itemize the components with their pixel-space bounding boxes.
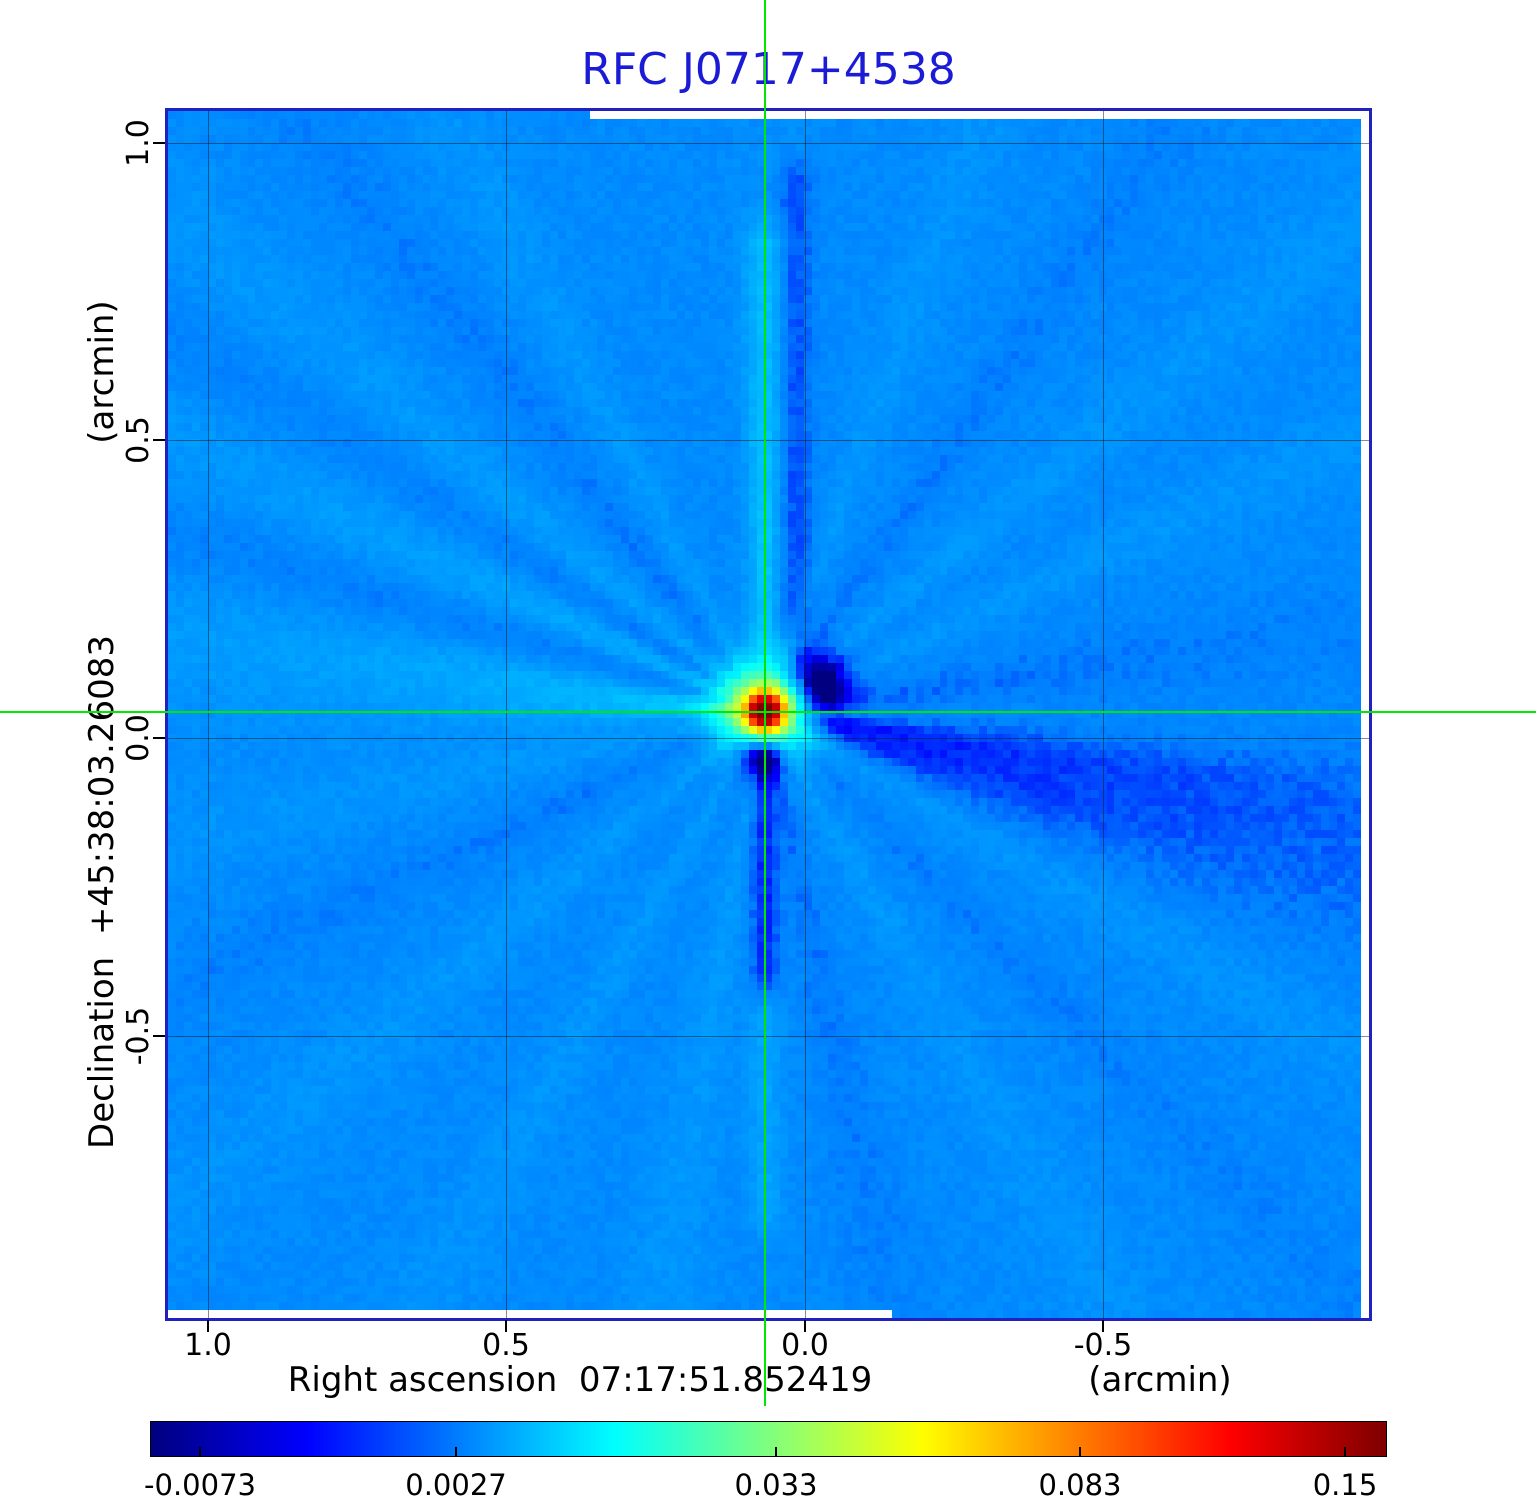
grid-line-vertical [208,111,209,1318]
y-tick-label: -0.5 [121,1006,156,1066]
x-axis-unit-label: (arcmin) [1088,1360,1232,1400]
y-tick-label: 1.0 [121,119,156,167]
grid-line-vertical [805,111,806,1318]
y-axis-label: Declination +45:38:03.26083 [82,635,122,1149]
colorbar-tick [1344,1447,1346,1456]
intensity-map-canvas[interactable] [168,111,1369,1318]
colorbar-tick [199,1447,201,1456]
y-axis-unit-label: (arcmin) [82,300,122,444]
colorbar-tick [1079,1447,1081,1456]
colorbar-tick-label: 0.15 [1312,1468,1378,1502]
x-axis-tick [505,1320,507,1332]
grid-line-vertical [1103,111,1104,1318]
y-axis-tick [153,142,165,144]
y-axis-tick [153,439,165,441]
x-axis-label: Right ascension 07:17:51.852419 [287,1360,873,1400]
x-tick-label: 1.0 [184,1328,232,1363]
colorbar [150,1421,1387,1457]
y-tick-label: 0.0 [121,714,156,762]
colorbar-canvas [151,1422,1386,1456]
crosshair-vertical-line [764,0,766,1406]
x-axis-tick [207,1320,209,1332]
y-axis-tick [153,1035,165,1037]
colorbar-tick-label: 0.083 [1038,1468,1122,1502]
crosshair-horizontal-line [0,711,1536,713]
y-tick-label: 0.5 [121,416,156,464]
grid-line-horizontal [168,1036,1369,1037]
y-axis-tick [153,737,165,739]
colorbar-tick-label: -0.0073 [144,1468,256,1502]
x-axis-tick [1102,1320,1104,1332]
grid-line-vertical [506,111,507,1318]
x-tick-label: -0.5 [1073,1328,1133,1363]
x-tick-label: 0.5 [482,1328,530,1363]
x-tick-label: 0.0 [781,1328,829,1363]
colorbar-tick [455,1447,457,1456]
map-panel [165,108,1372,1321]
plot-title: RFC J0717+4538 [581,44,956,95]
x-axis-tick [804,1320,806,1332]
colorbar-tick-label: 0.033 [734,1468,818,1502]
grid-line-horizontal [168,143,1369,144]
colorbar-tick-label: 0.0027 [405,1468,507,1502]
grid-line-horizontal [168,440,1369,441]
colorbar-tick [775,1447,777,1456]
grid-line-horizontal [168,738,1369,739]
